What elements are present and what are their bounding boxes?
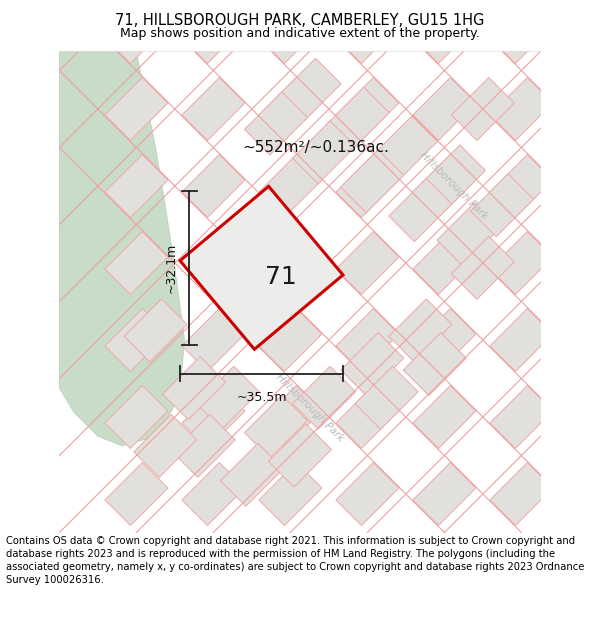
Polygon shape [326, 87, 389, 150]
Text: ~35.5m: ~35.5m [236, 391, 287, 404]
Text: 71, HILLSBOROUGH PARK, CAMBERLEY, GU15 1HG: 71, HILLSBOROUGH PARK, CAMBERLEY, GU15 1… [115, 12, 485, 28]
Polygon shape [490, 231, 553, 294]
Polygon shape [244, 395, 307, 458]
Polygon shape [105, 78, 168, 141]
Polygon shape [336, 78, 399, 141]
Polygon shape [182, 539, 245, 602]
Polygon shape [336, 539, 399, 602]
Polygon shape [451, 236, 514, 299]
Polygon shape [437, 202, 500, 266]
Polygon shape [293, 121, 356, 184]
Polygon shape [259, 386, 322, 449]
Polygon shape [413, 539, 476, 602]
Polygon shape [134, 414, 197, 478]
Polygon shape [182, 1, 245, 64]
Polygon shape [105, 539, 168, 602]
Polygon shape [567, 1, 600, 64]
Polygon shape [470, 174, 533, 237]
Polygon shape [196, 366, 259, 429]
Polygon shape [59, 51, 185, 446]
Polygon shape [336, 309, 399, 371]
Polygon shape [220, 443, 283, 506]
Polygon shape [490, 1, 553, 64]
Polygon shape [278, 58, 341, 121]
Polygon shape [490, 539, 553, 602]
Polygon shape [403, 332, 466, 396]
Polygon shape [259, 462, 322, 526]
Polygon shape [413, 462, 476, 526]
Polygon shape [567, 462, 600, 526]
Polygon shape [336, 1, 399, 64]
Polygon shape [259, 539, 322, 602]
Polygon shape [244, 92, 307, 155]
Polygon shape [490, 154, 553, 218]
Polygon shape [341, 332, 404, 396]
Polygon shape [182, 462, 245, 526]
Polygon shape [105, 1, 168, 64]
Polygon shape [413, 154, 476, 218]
Polygon shape [413, 231, 476, 294]
Polygon shape [567, 309, 600, 371]
Polygon shape [182, 309, 245, 371]
Polygon shape [259, 1, 322, 64]
Polygon shape [105, 154, 168, 218]
Polygon shape [182, 154, 245, 218]
Polygon shape [336, 462, 399, 526]
Polygon shape [182, 78, 245, 141]
Polygon shape [163, 357, 226, 419]
Polygon shape [567, 78, 600, 141]
Polygon shape [389, 299, 452, 362]
Polygon shape [413, 386, 476, 449]
Polygon shape [124, 299, 187, 362]
Polygon shape [451, 78, 514, 141]
Polygon shape [389, 179, 452, 241]
Text: ~552m²/~0.136ac.: ~552m²/~0.136ac. [242, 140, 389, 155]
Polygon shape [269, 424, 331, 487]
Polygon shape [413, 309, 476, 371]
Polygon shape [105, 309, 168, 371]
Polygon shape [413, 78, 476, 141]
Polygon shape [172, 414, 235, 478]
Polygon shape [105, 386, 168, 449]
Polygon shape [567, 231, 600, 294]
Text: 71: 71 [265, 266, 296, 289]
Polygon shape [490, 78, 553, 141]
Polygon shape [422, 145, 485, 208]
Polygon shape [182, 386, 245, 449]
Polygon shape [490, 462, 553, 526]
Polygon shape [567, 154, 600, 218]
Polygon shape [567, 386, 600, 449]
Polygon shape [341, 150, 404, 213]
Polygon shape [490, 309, 553, 371]
Polygon shape [413, 1, 476, 64]
Polygon shape [259, 154, 322, 218]
Polygon shape [105, 231, 168, 294]
Polygon shape [374, 116, 437, 179]
Polygon shape [259, 78, 322, 141]
Text: Map shows position and indicative extent of the property.: Map shows position and indicative extent… [120, 27, 480, 40]
Polygon shape [336, 154, 399, 218]
Text: ~32.1m: ~32.1m [164, 242, 177, 293]
Polygon shape [293, 366, 356, 429]
Polygon shape [105, 462, 168, 526]
Polygon shape [490, 386, 553, 449]
Polygon shape [355, 366, 418, 429]
Polygon shape [567, 539, 600, 602]
Polygon shape [336, 386, 399, 449]
Polygon shape [180, 186, 343, 349]
Polygon shape [336, 231, 399, 294]
Polygon shape [259, 309, 322, 371]
Text: Hillsborough Park: Hillsborough Park [418, 150, 490, 222]
Text: Contains OS data © Crown copyright and database right 2021. This information is : Contains OS data © Crown copyright and d… [6, 536, 584, 585]
Text: Hillsborough Park: Hillsborough Park [274, 371, 346, 443]
